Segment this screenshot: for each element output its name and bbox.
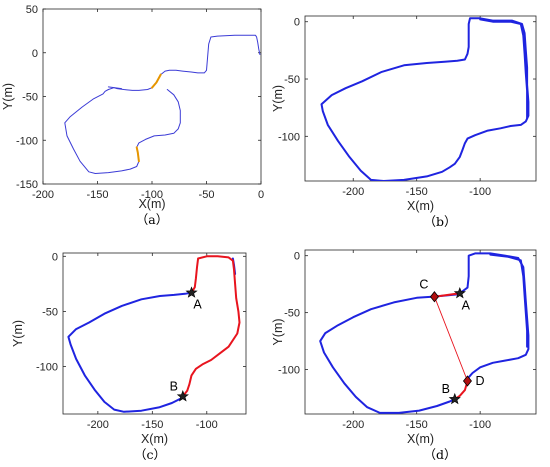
trajectory-0-segment-1 [479,18,529,119]
y-tick-label: 0 [52,251,58,263]
point-b-label: B [170,379,178,393]
subplot-caption: （c） [134,447,166,462]
y-tick-label: -50 [284,308,300,320]
x-tick-label: -200 [342,419,364,431]
point-a-star-marker [185,286,198,298]
point-b-star-marker [176,390,189,402]
trajectory-0-segment-2 [489,253,529,348]
x-tick-label: -100 [469,419,491,431]
subplot-b: -200 -150 -100 0 -50 -100 X(m) Y(m) （b） [271,15,537,229]
y-tick-label: -50 [42,306,58,318]
trajectory-1-segment-0 [181,255,241,398]
point-c-diamond-marker [429,291,439,303]
x-tick-label: -150 [406,419,428,431]
x-tick-label: -100 [469,186,491,198]
x-tick-label: -100 [141,189,163,201]
y-tick-label: -150 [16,179,38,191]
trajectory-1-segment-0 [151,73,162,89]
point-b-star-marker [448,392,461,405]
plot-frame [42,8,262,185]
y-tick-label: 0 [32,48,38,60]
point-d-label: D [475,374,484,388]
x-tick-label: -150 [406,186,428,198]
plot-frame [62,252,247,415]
subplot-c: -200 -150 -100 0 -50 -100 X(m) Y(m) （c） A B [11,251,247,462]
point-c-label: C [419,278,428,292]
x-tick-label: -200 [87,419,109,431]
x-tick-label: -100 [196,419,218,431]
trajectory-2-segment-0 [434,296,468,382]
trajectory-1-segment-1 [135,146,140,163]
trajectory-layer [64,34,261,174]
trajectory-layer [320,17,530,181]
y-tick-label: -50 [22,92,38,104]
x-tick-label: -50 [199,189,215,201]
y-axis-label: Y(m) [1,83,15,110]
y-tick-label: -50 [284,74,300,86]
x-tick-label: -150 [141,419,163,431]
trajectory-layer [67,255,241,413]
subplot-d: -200 -150 -100 0 -50 -100 X(m) Y(m) （d） A B C D [271,249,537,462]
y-axis-label: Y(m) [11,320,25,347]
y-tick-label: -100 [36,362,58,374]
y-axis-label: Y(m) [271,318,285,345]
y-tick-label: 0 [294,17,300,29]
trajectory-1-segment-0 [433,292,461,298]
x-axis-label: X(m) [407,199,434,213]
plot-frame [304,249,537,415]
subplot-caption: （d） [423,447,456,462]
subplot-a: -200 -150 -100 -50 0500-50-100-150X(m)Y(m)（a… [1,4,264,227]
trajectory-layer [319,252,530,414]
y-tick-label: -100 [278,131,300,143]
y-tick-label: 0 [294,251,300,263]
trajectory-0-segment-0 [67,291,193,413]
x-axis-label: X(m) [407,432,434,446]
trajectory-0-segment-0 [64,34,261,174]
y-tick-label: -100 [278,365,300,377]
x-axis-label: X(m) [138,197,165,211]
point-b-label: B [442,382,450,396]
subplot-caption: （b） [423,214,456,229]
trajectory-0-segment-0 [319,292,461,414]
y-tick-label: -100 [16,135,38,147]
y-tick-label: 50 [26,4,38,16]
x-tick-label: -200 [342,186,364,198]
x-axis-label: X(m) [141,432,168,446]
point-a-label: A [462,298,471,312]
y-axis-label: Y(m) [271,85,285,112]
point-a-star-marker [453,286,466,299]
point-d-diamond-marker [462,375,472,387]
x-tick-label: -150 [86,189,108,201]
x-tick-label: -200 [32,189,54,201]
plot-frame [304,15,537,182]
point-a-label: A [193,298,202,312]
subplot-caption: （a） [136,212,168,227]
trajectory-0-segment-1 [107,86,122,90]
x-tick-label: 0 [258,189,264,201]
